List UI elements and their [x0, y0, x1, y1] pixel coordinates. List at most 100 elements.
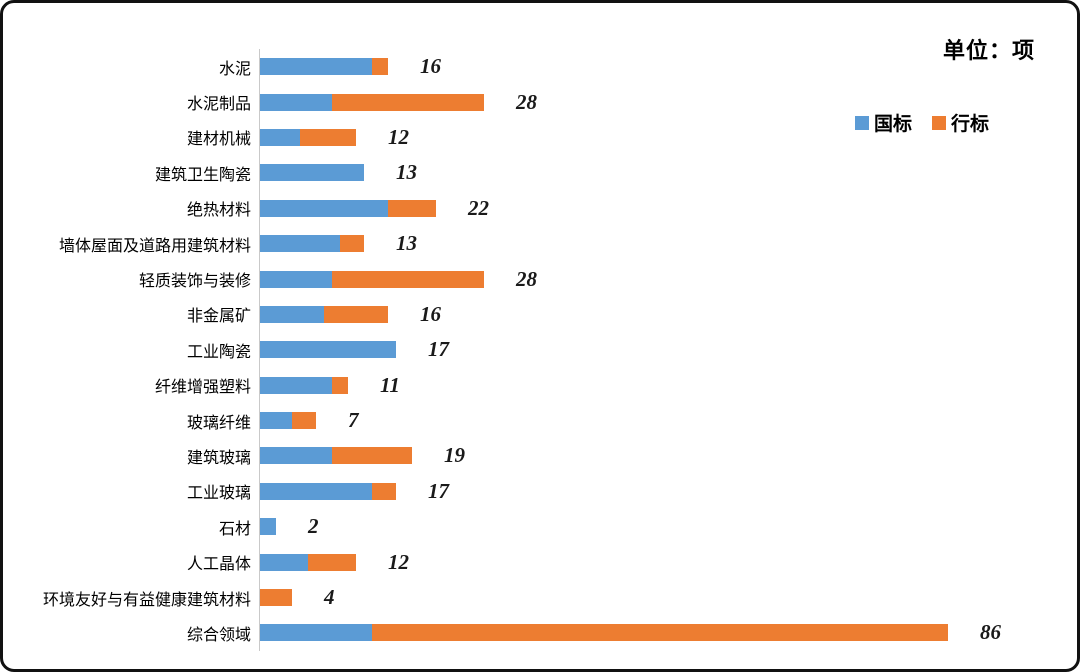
bar-row: 建材机械 12	[33, 120, 1001, 155]
bar-segment-hangbiao	[340, 235, 364, 253]
bar-group: 22	[260, 196, 489, 220]
bar-segment-hangbiao	[332, 447, 412, 465]
bar-segment-guobiao	[260, 518, 276, 536]
bar-row: 水泥制品 28	[33, 84, 1001, 119]
bar-segment-guobiao	[260, 235, 340, 253]
bar-segment-hangbiao	[292, 412, 316, 430]
bar-row: 水泥 16	[33, 49, 1001, 84]
bar-segment-hangbiao	[372, 482, 396, 500]
category-axis-line	[259, 49, 260, 651]
category-label: 水泥制品	[186, 96, 251, 114]
bar-row: 工业玻璃 17	[33, 474, 1001, 509]
bar-row: 非金属矿 16	[33, 297, 1001, 332]
bar-row: 环境友好与有益健康建筑材料 4	[33, 580, 1001, 615]
bar-segment-guobiao	[260, 270, 332, 288]
value-label: 17	[428, 478, 449, 503]
value-label: 16	[420, 301, 441, 326]
plot-area: 水泥 16 水泥制品 28 建材机械 12 建筑卫生陶瓷 13 绝热材料 22 墙体屋面及道路用建筑…	[33, 49, 1001, 651]
bar-group: 17	[260, 479, 449, 503]
bar-row: 绝热材料 22	[33, 191, 1001, 226]
category-label: 非金属矿	[186, 308, 251, 326]
bar-group: 11	[260, 373, 400, 397]
bar-row: 人工晶体 12	[33, 544, 1001, 579]
category-label: 环境友好与有益健康建筑材料	[42, 591, 251, 609]
legend-label-hangbiao: 行标	[950, 114, 989, 135]
bar-group: 2	[260, 514, 319, 538]
bar-row: 工业陶瓷 17	[33, 332, 1001, 367]
bar-group: 12	[260, 125, 409, 149]
bar-row: 墙体屋面及道路用建筑材料 13	[33, 226, 1001, 261]
bar-row: 纤维增强塑料 11	[33, 368, 1001, 403]
bar-segment-hangbiao	[332, 270, 484, 288]
bar-segment-guobiao	[260, 58, 372, 76]
bar-segment-hangbiao	[332, 93, 484, 111]
bar-group: 19	[260, 443, 465, 467]
bar-segment-hangbiao	[260, 589, 292, 607]
value-label: 2	[308, 514, 319, 539]
bar-segment-guobiao	[260, 624, 372, 642]
category-label: 水泥	[218, 60, 251, 78]
value-label: 12	[388, 549, 409, 574]
value-label: 12	[388, 124, 409, 149]
value-label: 13	[396, 160, 417, 185]
bar-segment-guobiao	[260, 447, 332, 465]
category-label: 轻质装饰与装修	[138, 273, 251, 291]
category-label: 综合领域	[186, 626, 251, 644]
value-label: 16	[420, 54, 441, 79]
bar-group: 86	[260, 620, 1001, 644]
category-label: 建材机械	[186, 131, 251, 149]
bar-segment-guobiao	[260, 128, 300, 146]
bar-segment-guobiao	[260, 553, 308, 571]
bar-segment-guobiao	[260, 164, 364, 182]
bar-segment-hangbiao	[332, 376, 348, 394]
category-label: 工业陶瓷	[186, 343, 251, 361]
bar-segment-guobiao	[260, 412, 292, 430]
value-label: 19	[444, 443, 465, 468]
value-label: 86	[980, 620, 1001, 645]
legend-swatch-guobiao	[854, 115, 869, 130]
bar-group: 28	[260, 267, 537, 291]
bar-segment-guobiao	[260, 305, 324, 323]
bar-segment-guobiao	[260, 341, 396, 359]
bar-segment-hangbiao	[388, 199, 436, 217]
bar-segment-guobiao	[260, 482, 372, 500]
bar-segment-hangbiao	[300, 128, 356, 146]
value-label: 22	[468, 195, 489, 220]
bar-group: 12	[260, 550, 409, 574]
legend-item-guobiao: 国标	[854, 109, 912, 136]
category-label: 建筑卫生陶瓷	[154, 166, 251, 184]
bar-segment-hangbiao	[324, 305, 388, 323]
category-label: 玻璃纤维	[186, 414, 251, 432]
bar-segment-hangbiao	[308, 553, 356, 571]
category-label: 纤维增强塑料	[154, 379, 251, 397]
bar-segment-hangbiao	[372, 624, 948, 642]
legend: 国标 行标	[854, 109, 989, 136]
value-label: 11	[380, 372, 400, 397]
bar-segment-guobiao	[260, 199, 388, 217]
value-label: 4	[324, 585, 335, 610]
bar-row: 综合领域 86	[33, 615, 1001, 650]
bar-segment-guobiao	[260, 93, 332, 111]
value-label: 13	[396, 231, 417, 256]
legend-label-guobiao: 国标	[873, 114, 912, 135]
category-label: 建筑玻璃	[186, 449, 251, 467]
unit-label: 单位：项	[942, 38, 1035, 63]
bar-group: 13	[260, 231, 417, 255]
category-label: 人工晶体	[186, 556, 251, 574]
bar-row: 玻璃纤维 7	[33, 403, 1001, 438]
bar-group: 7	[260, 408, 359, 432]
bar-row: 石材 2	[33, 509, 1001, 544]
bar-group: 13	[260, 160, 417, 184]
legend-item-hangbiao: 行标	[931, 109, 989, 136]
bar-row: 轻质装饰与装修 28	[33, 261, 1001, 296]
bar-segment-guobiao	[260, 376, 332, 394]
value-label: 17	[428, 337, 449, 362]
bar-group: 28	[260, 90, 537, 114]
category-label: 石材	[218, 520, 251, 538]
value-label: 7	[348, 408, 359, 433]
value-label: 28	[516, 89, 537, 114]
bar-group: 17	[260, 337, 449, 361]
bar-row: 建筑玻璃 19	[33, 438, 1001, 473]
category-label: 绝热材料	[186, 202, 251, 220]
